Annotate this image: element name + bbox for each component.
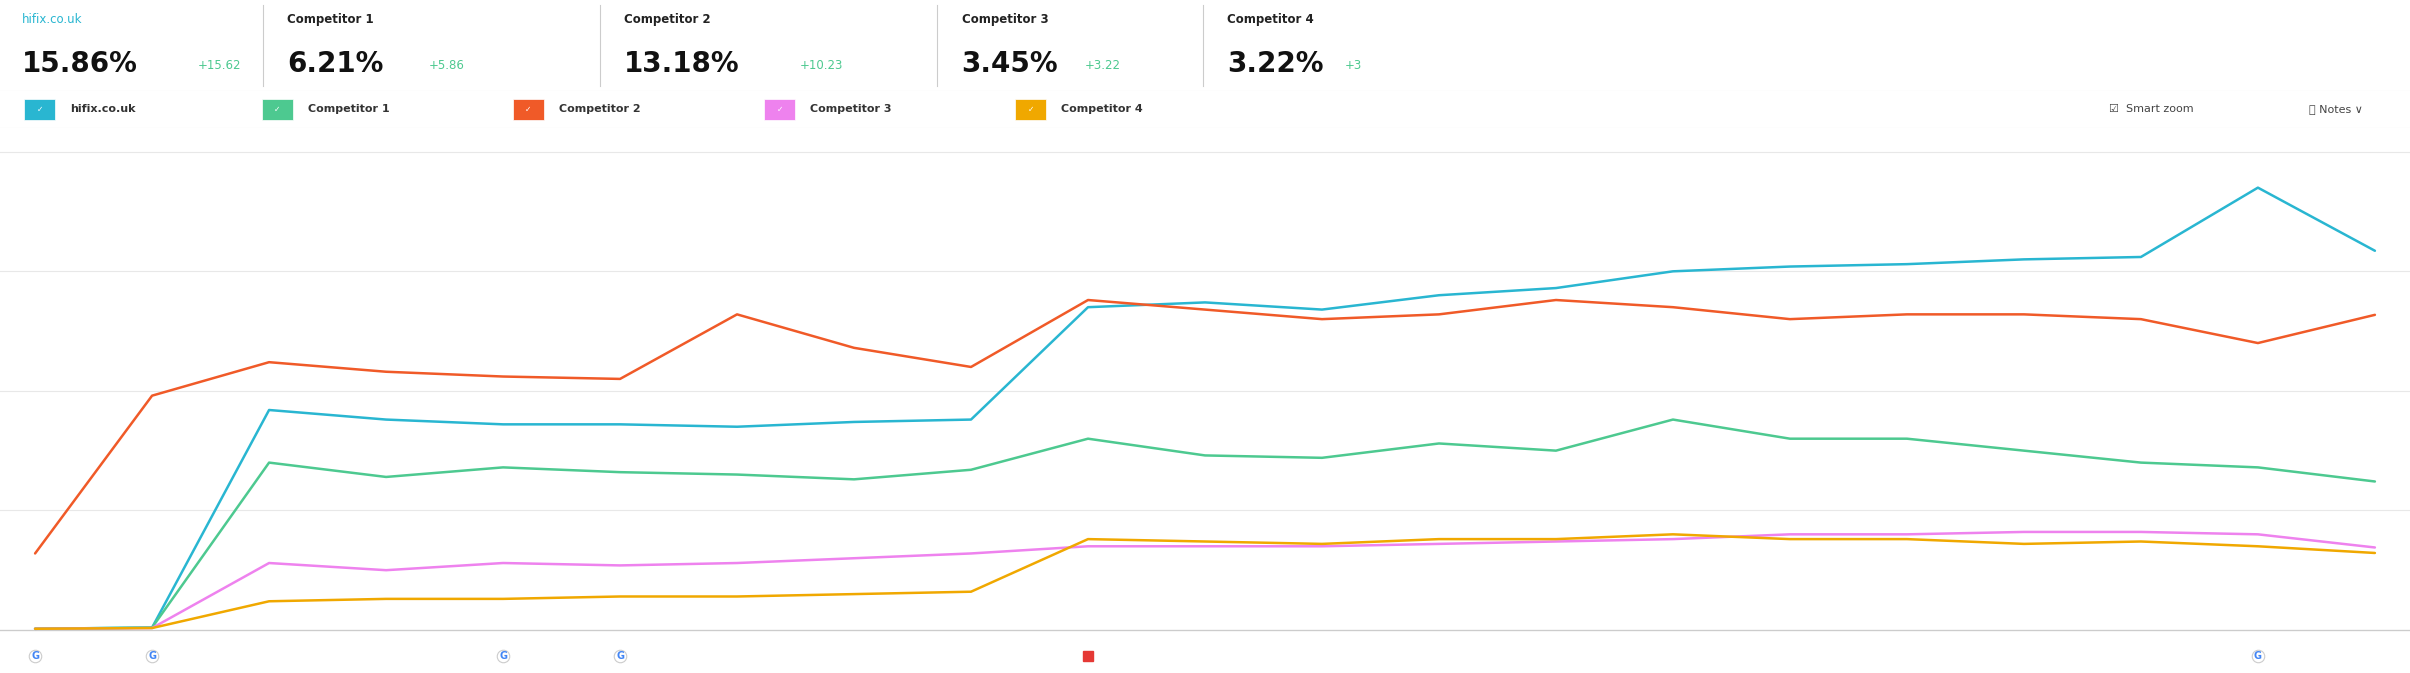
Text: G: G — [31, 651, 39, 662]
Text: 15.86%: 15.86% — [22, 50, 137, 77]
Text: Competitor 2: Competitor 2 — [559, 104, 641, 114]
Text: G: G — [2253, 651, 2263, 662]
Text: ✓: ✓ — [525, 105, 533, 114]
Text: +3: +3 — [1345, 59, 1362, 72]
Text: 3.45%: 3.45% — [962, 50, 1058, 77]
FancyBboxPatch shape — [24, 99, 55, 120]
Text: Competitor 3: Competitor 3 — [962, 13, 1048, 26]
Text: Competitor 1: Competitor 1 — [287, 13, 374, 26]
Text: Competitor 3: Competitor 3 — [810, 104, 892, 114]
Text: ✓: ✓ — [776, 105, 783, 114]
FancyBboxPatch shape — [764, 99, 795, 120]
Text: Competitor 1: Competitor 1 — [308, 104, 388, 114]
Text: G: G — [617, 651, 624, 662]
FancyBboxPatch shape — [513, 99, 545, 120]
Text: 📋 Notes ∨: 📋 Notes ∨ — [2309, 104, 2362, 114]
Text: Competitor 4: Competitor 4 — [1227, 13, 1313, 26]
Text: +3.22: +3.22 — [1084, 59, 1121, 72]
Text: Competitor 2: Competitor 2 — [624, 13, 711, 26]
Text: Competitor 4: Competitor 4 — [1060, 104, 1142, 114]
Text: ✓: ✓ — [1027, 105, 1034, 114]
FancyBboxPatch shape — [263, 99, 294, 120]
FancyBboxPatch shape — [1015, 99, 1046, 120]
Text: 3.22%: 3.22% — [1227, 50, 1323, 77]
Text: hifix.co.uk: hifix.co.uk — [70, 104, 135, 114]
Text: ☑  Smart zoom: ☑ Smart zoom — [2109, 104, 2193, 114]
Text: ✓: ✓ — [36, 105, 43, 114]
Text: +15.62: +15.62 — [198, 59, 241, 72]
Text: +10.23: +10.23 — [800, 59, 843, 72]
Text: G: G — [499, 651, 506, 662]
Text: hifix.co.uk: hifix.co.uk — [22, 13, 82, 26]
Text: 6.21%: 6.21% — [287, 50, 383, 77]
Text: ✓: ✓ — [275, 105, 280, 114]
Text: +5.86: +5.86 — [429, 59, 465, 72]
Text: G: G — [147, 651, 157, 662]
Text: 13.18%: 13.18% — [624, 50, 740, 77]
